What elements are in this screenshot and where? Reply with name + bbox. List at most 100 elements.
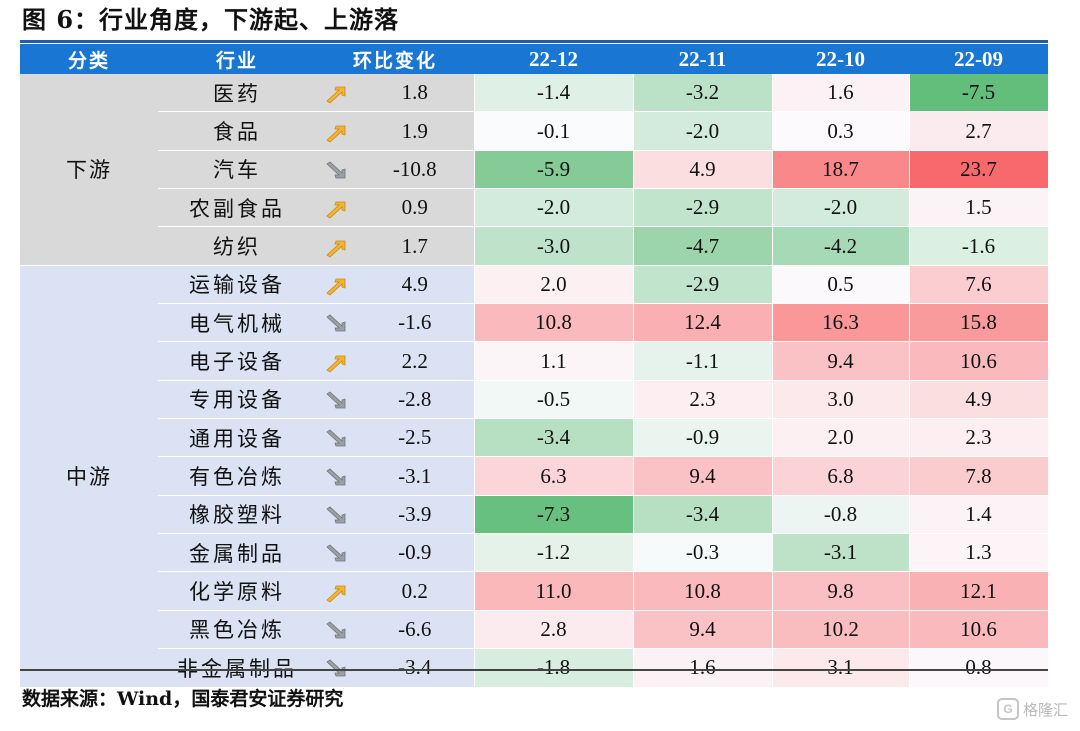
value-cell: 0.8 xyxy=(908,648,1049,688)
table-row: 电气机械 -1.6 10.8 12.4 16.3 15.8 xyxy=(20,303,1049,343)
value-cell: 4.9 xyxy=(908,380,1049,420)
value-cell: 18.7 xyxy=(771,150,910,190)
value-cell: 0.5 xyxy=(771,265,910,305)
value-cell: 12.4 xyxy=(632,303,773,343)
mom-change: 2.2 xyxy=(356,341,475,381)
header-industry: 行业 xyxy=(158,44,316,74)
table-row: 通用设备 -2.5 -3.4 -0.9 2.0 2.3 xyxy=(20,418,1049,458)
value-cell: 2.0 xyxy=(771,418,910,458)
table-row: 专用设备 -2.8 -0.5 2.3 3.0 4.9 xyxy=(20,380,1049,420)
mom-change: -0.9 xyxy=(356,533,475,573)
header-row: 分类 行业 环比变化 22-12 22-11 22-10 22-09 xyxy=(20,44,1049,74)
mom-change: -1.6 xyxy=(356,303,475,343)
table-row: 橡胶塑料 -3.9 -7.3 -3.4 -0.8 1.4 xyxy=(20,495,1049,535)
table-row: 农副食品 0.9 -2.0 -2.9 -2.0 1.5 xyxy=(20,188,1049,228)
value-cell: -0.5 xyxy=(473,380,634,420)
value-cell: -4.2 xyxy=(771,226,910,266)
industry-name: 食品 xyxy=(158,111,316,151)
header-month: 22-09 xyxy=(909,44,1049,74)
industry-name: 化学原料 xyxy=(158,571,316,611)
value-cell: 10.6 xyxy=(908,341,1049,381)
table-row: 非金属制品 -3.4 -1.8 1.6 3.1 0.8 xyxy=(20,648,1049,688)
trend-up-arrow-icon xyxy=(316,188,356,228)
value-cell: 12.1 xyxy=(908,571,1049,611)
industry-name: 农副食品 xyxy=(158,188,316,228)
header-month: 22-10 xyxy=(772,44,910,74)
industry-name: 黑色冶炼 xyxy=(158,610,316,650)
value-cell: 0.3 xyxy=(771,111,910,151)
table-row: 纺织 1.7 -3.0 -4.7 -4.2 -1.6 xyxy=(20,226,1049,266)
value-cell: -3.0 xyxy=(473,226,634,266)
trend-down-arrow-icon xyxy=(316,495,356,535)
watermark-text: 格隆汇 xyxy=(1022,701,1068,719)
table-row: 食品 1.9 -0.1 -2.0 0.3 2.7 xyxy=(20,111,1049,151)
trend-down-arrow-icon xyxy=(316,648,356,688)
value-cell: 11.0 xyxy=(473,571,634,611)
value-cell: -0.9 xyxy=(632,418,773,458)
industry-name: 运输设备 xyxy=(158,265,316,305)
mom-change: -3.4 xyxy=(356,648,475,688)
value-cell: 1.6 xyxy=(771,74,910,113)
mom-change: 1.7 xyxy=(356,226,475,266)
value-cell: 2.0 xyxy=(473,265,634,305)
value-cell: -2.0 xyxy=(632,111,773,151)
value-cell: -2.0 xyxy=(473,188,634,228)
value-cell: -2.9 xyxy=(632,265,773,305)
trend-down-arrow-icon xyxy=(316,150,356,190)
mom-change: 0.2 xyxy=(356,571,475,611)
trend-down-arrow-icon xyxy=(316,456,356,496)
value-cell: 3.1 xyxy=(771,648,910,688)
table-row: 汽车 -10.8 -5.9 4.9 18.7 23.7 xyxy=(20,150,1049,190)
trend-down-arrow-icon xyxy=(316,533,356,573)
mom-change: -6.6 xyxy=(356,610,475,650)
figure-title: 图 6：行业角度，下游起、上游落 xyxy=(22,5,400,34)
table-row: 金属制品 -0.9 -1.2 -0.3 -3.1 1.3 xyxy=(20,533,1049,573)
trend-down-arrow-icon xyxy=(316,418,356,458)
value-cell: 1.4 xyxy=(908,495,1049,535)
value-cell: 16.3 xyxy=(771,303,910,343)
value-cell: -5.9 xyxy=(473,150,634,190)
value-cell: 23.7 xyxy=(908,150,1049,190)
trend-down-arrow-icon xyxy=(316,303,356,343)
value-cell: -1.6 xyxy=(908,226,1049,266)
value-cell: 9.4 xyxy=(771,341,910,381)
title-rule xyxy=(20,40,1048,43)
value-cell: 15.8 xyxy=(908,303,1049,343)
industry-name: 电子设备 xyxy=(158,341,316,381)
value-cell: 9.4 xyxy=(632,456,773,496)
mom-change: -3.9 xyxy=(356,495,475,535)
value-cell: 7.8 xyxy=(908,456,1049,496)
value-cell: -4.7 xyxy=(632,226,773,266)
value-cell: 6.8 xyxy=(771,456,910,496)
trend-up-arrow-icon xyxy=(316,265,356,305)
value-cell: 10.2 xyxy=(771,610,910,650)
table-row: 有色冶炼 -3.1 6.3 9.4 6.8 7.8 xyxy=(20,456,1049,496)
value-cell: 2.8 xyxy=(473,610,634,650)
mom-change: 1.9 xyxy=(356,111,475,151)
header-month: 22-11 xyxy=(633,44,773,74)
value-cell: 9.8 xyxy=(771,571,910,611)
value-cell: 1.3 xyxy=(908,533,1049,573)
industry-name: 非金属制品 xyxy=(158,648,316,688)
industry-name: 有色冶炼 xyxy=(158,456,316,496)
value-cell: -0.1 xyxy=(473,111,634,151)
trend-up-arrow-icon xyxy=(316,111,356,151)
mom-change: -10.8 xyxy=(356,150,475,190)
table-row: 中游 运输设备 4.9 2.0 -2.9 0.5 7.6 xyxy=(20,265,1049,688)
bottom-rule xyxy=(20,669,1048,671)
value-cell: 1.6 xyxy=(632,648,773,688)
group-label: 中游 xyxy=(20,265,158,688)
trend-down-arrow-icon xyxy=(316,610,356,650)
value-cell: 7.6 xyxy=(908,265,1049,305)
industry-name: 专用设备 xyxy=(158,380,316,420)
value-cell: -7.3 xyxy=(473,495,634,535)
mom-change: 4.9 xyxy=(356,265,475,305)
header-category: 分类 xyxy=(20,44,158,74)
industry-name: 医药 xyxy=(158,74,316,113)
value-cell: -1.2 xyxy=(473,533,634,573)
value-cell: 4.9 xyxy=(632,150,773,190)
industry-name: 汽车 xyxy=(158,150,316,190)
mom-change: 0.9 xyxy=(356,188,475,228)
value-cell: -3.1 xyxy=(771,533,910,573)
table-row: 下游 医药 1.8 -1.4 -3.2 1.6 -7.5 xyxy=(20,74,1049,266)
